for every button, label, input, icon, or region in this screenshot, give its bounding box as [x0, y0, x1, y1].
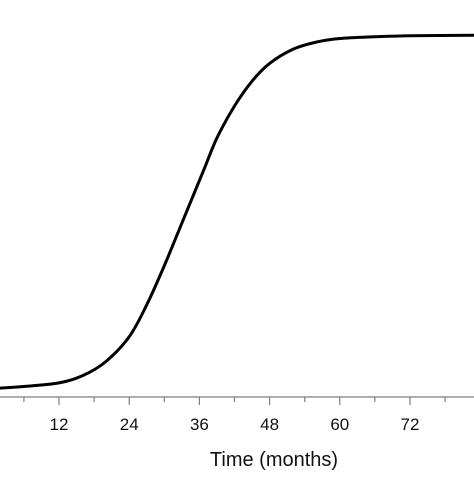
series-line [0, 33, 474, 390]
x-axis-label: Time (months) [210, 449, 338, 471]
x-tick-label: 72 [401, 415, 420, 434]
x-tick-label: 36 [190, 415, 209, 434]
x-tick-labels: 12 24 36 48 60 72 [50, 415, 420, 434]
x-tick-label: 24 [120, 415, 139, 434]
x-tick-label: 60 [330, 415, 349, 434]
x-tick-label: 48 [260, 415, 279, 434]
x-tick-label: 12 [50, 415, 69, 434]
x-ticks [23, 397, 446, 405]
